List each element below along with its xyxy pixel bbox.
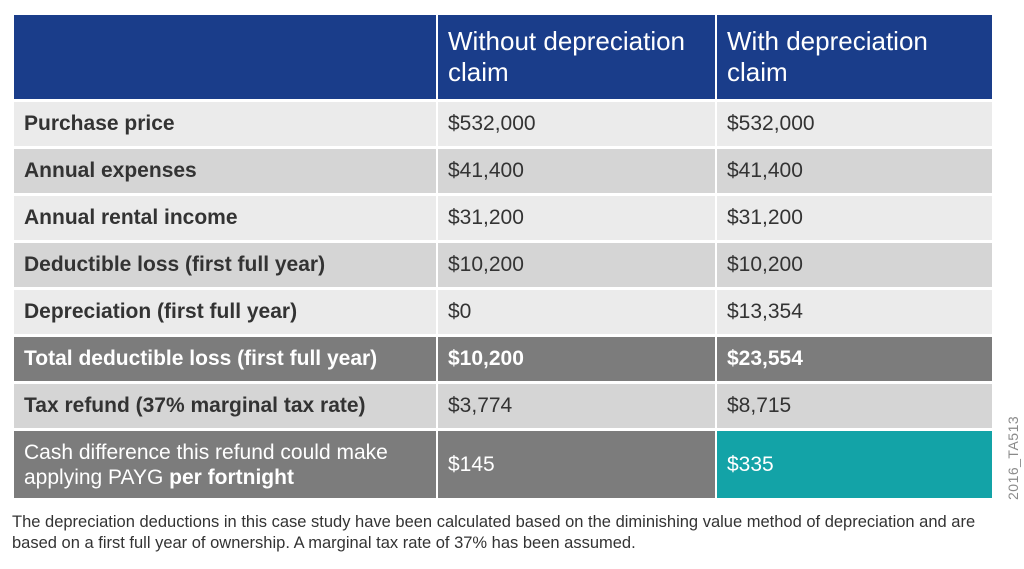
header-without-depreciation: Without depreciation claim [438, 15, 715, 99]
depreciation-with: $13,354 [717, 290, 992, 334]
row-label-cash-difference: Cash difference this refund could make a… [14, 431, 436, 498]
purchase-price-with: $532,000 [717, 102, 992, 146]
table-row: Annual expenses $41,400 $41,400 [14, 149, 992, 193]
annual-rental-income-with: $31,200 [717, 196, 992, 240]
table-row-cash-difference: Cash difference this refund could make a… [14, 431, 992, 498]
annual-rental-income-without: $31,200 [438, 196, 715, 240]
header-with-depreciation: With depreciation claim [717, 15, 992, 99]
cash-difference-label-text: Cash difference this refund could make a… [24, 440, 388, 489]
table-row: Purchase price $532,000 $532,000 [14, 102, 992, 146]
tax-refund-with: $8,715 [717, 384, 992, 428]
row-label-purchase-price: Purchase price [14, 102, 436, 146]
table-row: Annual rental income $31,200 $31,200 [14, 196, 992, 240]
document-code: 2016_TA513 [1005, 415, 1021, 500]
header-blank [14, 15, 436, 99]
row-label-tax-refund: Tax refund (37% marginal tax rate) [14, 384, 436, 428]
cash-difference-with: $335 [717, 431, 992, 498]
cash-difference-label-emphasis: per fortnight [169, 465, 294, 489]
row-label-deductible-loss: Deductible loss (first full year) [14, 243, 436, 287]
cash-difference-without: $145 [438, 431, 715, 498]
row-label-depreciation: Depreciation (first full year) [14, 290, 436, 334]
depreciation-without: $0 [438, 290, 715, 334]
deductible-loss-with: $10,200 [717, 243, 992, 287]
table-row: Deductible loss (first full year) $10,20… [14, 243, 992, 287]
deductible-loss-without: $10,200 [438, 243, 715, 287]
total-deductible-loss-without: $10,200 [438, 337, 715, 381]
purchase-price-without: $532,000 [438, 102, 715, 146]
annual-expenses-without: $41,400 [438, 149, 715, 193]
row-label-annual-expenses: Annual expenses [14, 149, 436, 193]
row-label-annual-rental-income: Annual rental income [14, 196, 436, 240]
table-header-row: Without depreciation claim With deprecia… [14, 15, 992, 99]
tax-refund-without: $3,774 [438, 384, 715, 428]
depreciation-comparison-table: Without depreciation claim With deprecia… [12, 12, 994, 501]
total-deductible-loss-with: $23,554 [717, 337, 992, 381]
annual-expenses-with: $41,400 [717, 149, 992, 193]
footnote: The depreciation deductions in this case… [12, 513, 976, 552]
table-row: Tax refund (37% marginal tax rate) $3,77… [14, 384, 992, 428]
row-label-total-deductible-loss: Total deductible loss (first full year) [14, 337, 436, 381]
table-row-total: Total deductible loss (first full year) … [14, 337, 992, 381]
table-row: Depreciation (first full year) $0 $13,35… [14, 290, 992, 334]
